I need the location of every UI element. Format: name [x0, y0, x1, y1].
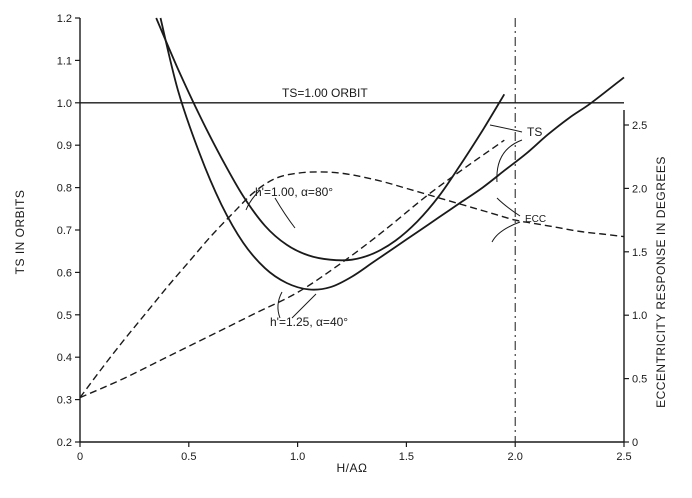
y-tick-label: 0.2	[57, 437, 72, 449]
curve-a-leader-2	[274, 197, 296, 229]
ts-curve-h1-00	[155, 17, 506, 262]
curve-b-leader-2	[291, 293, 317, 319]
y-tick-label: 0.7	[57, 225, 72, 237]
x-tick-label: 2.0	[508, 451, 523, 463]
y-tick-label: 0.8	[57, 183, 72, 195]
ecc-curve-label: ECC	[525, 214, 546, 225]
y2-tick-label: 2.0	[632, 183, 647, 195]
ts-curve-h1-25	[159, 17, 625, 291]
ts-leader-lower	[496, 139, 523, 183]
curve-b-label: h'=1.25, α=40°	[270, 315, 348, 329]
y-tick-label: 0.5	[57, 310, 72, 322]
series-layer	[79, 17, 625, 399]
y-tick-label: 1.2	[57, 13, 72, 25]
ts-leader-upper	[489, 124, 523, 133]
x-axis-title: H/AΩ	[337, 461, 368, 475]
y-tick-label: 0.6	[57, 267, 72, 279]
x-tick-label: 2.5	[616, 451, 631, 463]
ecc-curve-h1-25	[79, 139, 505, 399]
y2-tick-label: 1.5	[632, 247, 647, 259]
y-tick-label: 0.9	[57, 140, 72, 152]
y2-tick-label: 0	[632, 437, 638, 449]
y2-axis-title: ECCENTRICITY RESPONSE IN DEGREES	[654, 156, 668, 408]
y-tick-label: 0.3	[57, 395, 72, 407]
x-tick-label: 0	[77, 451, 83, 463]
curve-a-leader-1	[245, 189, 261, 211]
y-tick-label: 0.4	[57, 352, 72, 364]
x-tick-label: 1.0	[290, 451, 305, 463]
y2-tick-label: 1.0	[632, 310, 647, 322]
y-tick-label: 1.1	[57, 55, 72, 67]
reference-lines-layer	[80, 18, 624, 442]
y-tick-label: 1.0	[57, 98, 72, 110]
ecc-curve-h1-00	[79, 171, 625, 399]
y-axis-title: TS IN ORBITS	[13, 190, 27, 275]
ts-curve-label: TS	[527, 125, 542, 139]
curve-b-leader-1	[277, 291, 283, 319]
y2-tick-label: 0.5	[632, 374, 647, 386]
ecc-leader-upper	[496, 197, 521, 217]
curve-a-label: h'=1.00, α=80°	[255, 185, 333, 199]
x-tick-label: 0.5	[181, 451, 196, 463]
y2-tick-label: 2.5	[632, 120, 647, 132]
ticks-layer: 0 0.5 1.0 1.5 2.0 2.5 0.2 0.3 0.4 0.5 0.6 0.7 0.8 0.9…	[57, 13, 648, 463]
x-tick-label: 1.5	[399, 451, 414, 463]
annotation-leaders	[245, 124, 523, 319]
ecc-leader-lower	[491, 221, 521, 243]
ts-reference-label: TS=1.00 ORBIT	[282, 86, 368, 100]
